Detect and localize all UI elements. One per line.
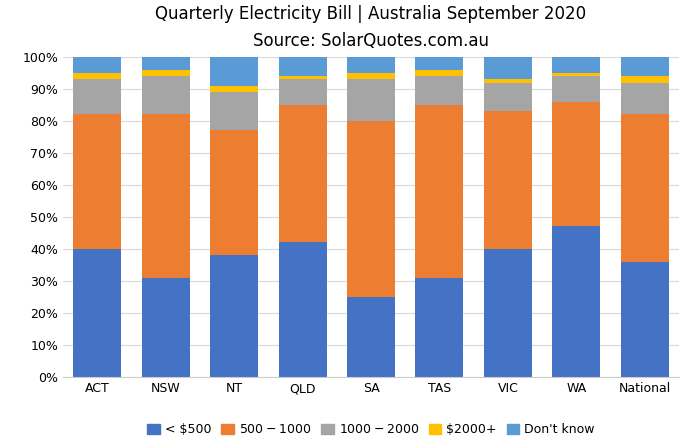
Bar: [74, 73, 121, 79]
Bar: [279, 57, 326, 76]
Bar: [416, 278, 463, 377]
Bar: [347, 121, 395, 297]
Bar: [74, 57, 121, 73]
Bar: [74, 249, 121, 377]
Bar: [210, 255, 258, 377]
Bar: [621, 82, 668, 114]
Bar: [484, 82, 532, 111]
Bar: [621, 114, 668, 261]
Bar: [416, 70, 463, 76]
Bar: [621, 76, 668, 82]
Bar: [347, 57, 395, 73]
Bar: [552, 226, 601, 377]
Bar: [552, 102, 601, 226]
Legend: < $500, $500 - $1000, $1000- $2000, $2000+, Don't know: < $500, $500 - $1000, $1000- $2000, $200…: [142, 418, 600, 438]
Bar: [552, 57, 601, 73]
Bar: [484, 111, 532, 249]
Bar: [141, 76, 190, 114]
Bar: [141, 70, 190, 76]
Bar: [279, 76, 326, 79]
Bar: [484, 79, 532, 82]
Bar: [416, 105, 463, 278]
Bar: [210, 57, 258, 86]
Bar: [279, 79, 326, 105]
Bar: [210, 131, 258, 255]
Bar: [279, 242, 326, 377]
Bar: [621, 57, 668, 76]
Bar: [552, 73, 601, 76]
Bar: [552, 76, 601, 102]
Bar: [621, 261, 668, 377]
Bar: [484, 249, 532, 377]
Bar: [416, 76, 463, 105]
Bar: [74, 114, 121, 249]
Bar: [347, 73, 395, 79]
Bar: [210, 92, 258, 131]
Bar: [347, 79, 395, 121]
Bar: [210, 86, 258, 92]
Bar: [74, 79, 121, 114]
Bar: [416, 57, 463, 70]
Bar: [141, 57, 190, 70]
Bar: [347, 297, 395, 377]
Bar: [141, 114, 190, 278]
Bar: [279, 105, 326, 242]
Bar: [141, 278, 190, 377]
Title: Quarterly Electricity Bill | Australia September 2020
Source: SolarQuotes.com.au: Quarterly Electricity Bill | Australia S…: [155, 5, 587, 50]
Bar: [484, 57, 532, 79]
